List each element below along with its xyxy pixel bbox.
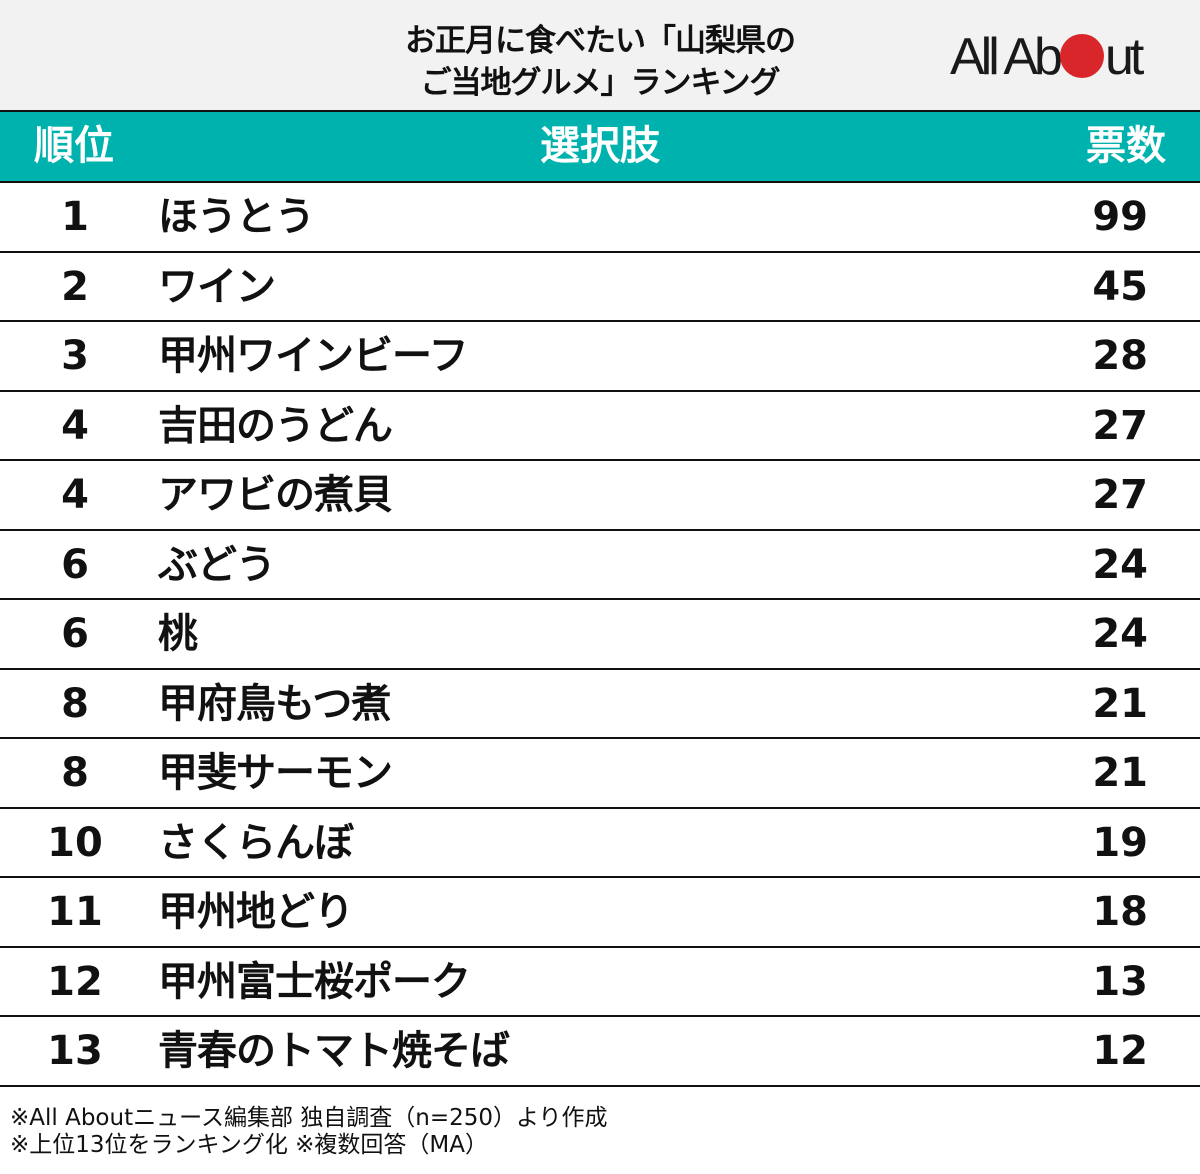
choice-cell: 甲斐サーモン [158,750,393,796]
chart-title: お正月に食べたい「山梨県の ご当地グルメ」ランキング [300,20,900,104]
logo-text-left: All Ab [950,28,1063,86]
title-line-1: お正月に食べたい「山梨県の [405,23,796,59]
table-row: 4 アワビの煮貝 27 [0,461,1200,531]
allabout-logo: All Ab ut [950,30,1170,85]
divider [0,181,1200,183]
rank-cell: 2 [61,263,89,310]
votes-cell: 19 [1092,819,1148,866]
table-row: 11 甲州地どり 18 [0,878,1200,948]
table-row: 12 甲州富士桜ポーク 13 [0,948,1200,1017]
choice-cell: ワイン [158,263,276,310]
table-row: 10 さくらんぼ 19 [0,809,1200,878]
title-line-2: ご当地グルメ」ランキング [420,65,780,101]
column-header-rank: 順位 [34,123,114,169]
rank-cell: 12 [47,958,103,1005]
votes-cell: 21 [1092,680,1148,727]
table-row: 6 桃 24 [0,600,1200,670]
choice-cell: アワビの煮貝 [158,472,393,518]
footnote-source: ※All Aboutニュース編集部 独自調査（n=250）より作成 [10,1105,608,1131]
votes-cell: 27 [1092,472,1148,518]
logo-red-dot-icon [1059,34,1104,78]
votes-cell: 12 [1092,1028,1148,1074]
rank-cell: 8 [61,750,89,796]
table-row: 4 吉田のうどん 27 [0,392,1200,461]
ranking-table-body: 1 ほうとう 99 2 ワイン 45 3 甲州ワインビーフ 28 4 吉田のうどん 27 4 アワ… [0,183,1200,1087]
rank-cell: 4 [61,472,89,518]
votes-cell: 27 [1092,402,1148,449]
votes-cell: 18 [1092,889,1148,935]
choice-cell: ほうとう [158,194,315,240]
table-row: 1 ほうとう 99 [0,183,1200,253]
table-row: 2 ワイン 45 [0,253,1200,322]
rank-cell: 13 [47,1028,103,1074]
table-row: 8 甲府鳥もつ煮 21 [0,670,1200,739]
header: お正月に食べたい「山梨県の ご当地グルメ」ランキング All Ab ut [0,0,1200,110]
rank-cell: 10 [47,819,103,866]
divider [0,110,1200,112]
votes-cell: 24 [1092,541,1148,588]
column-header-choice: 選択肢 [540,123,660,169]
votes-cell: 13 [1092,958,1148,1005]
table-row: 8 甲斐サーモン 21 [0,739,1200,809]
choice-cell: 甲府鳥もつ煮 [158,680,391,727]
table-row: 13 青春のトマト焼そば 12 [0,1017,1200,1087]
choice-cell: ぶどう [158,541,276,588]
votes-cell: 99 [1092,194,1148,240]
rank-cell: 6 [61,541,89,588]
votes-cell: 28 [1092,333,1148,379]
table-row: 3 甲州ワインビーフ 28 [0,322,1200,392]
choice-cell: 吉田のうどん [158,402,393,449]
choice-cell: 甲州地どり [158,889,354,935]
footnote-method: ※上位13位をランキング化 ※複数回答（MA） [10,1132,489,1158]
column-header-votes: 票数 [1086,123,1166,169]
footnotes: ※All Aboutニュース編集部 独自調査（n=250）より作成 ※上位13位… [10,1105,608,1159]
logo-text-right: ut [1104,28,1144,86]
votes-cell: 45 [1092,263,1148,310]
rank-cell: 1 [61,194,89,240]
choice-cell: さくらんぼ [158,819,354,866]
rank-cell: 8 [61,680,89,727]
votes-cell: 24 [1092,611,1148,657]
rank-cell: 4 [61,402,89,449]
rank-cell: 3 [61,333,89,379]
choice-cell: 桃 [158,611,198,657]
table-row: 6 ぶどう 24 [0,531,1200,600]
rank-cell: 11 [47,889,103,935]
table-header: 選択肢 順位 票数 [0,112,1200,181]
choice-cell: 甲州富士桜ポーク [158,958,471,1005]
votes-cell: 21 [1092,750,1148,796]
choice-cell: 青春のトマト焼そば [158,1028,510,1074]
choice-cell: 甲州ワインビーフ [158,333,469,379]
rank-cell: 6 [61,611,89,657]
